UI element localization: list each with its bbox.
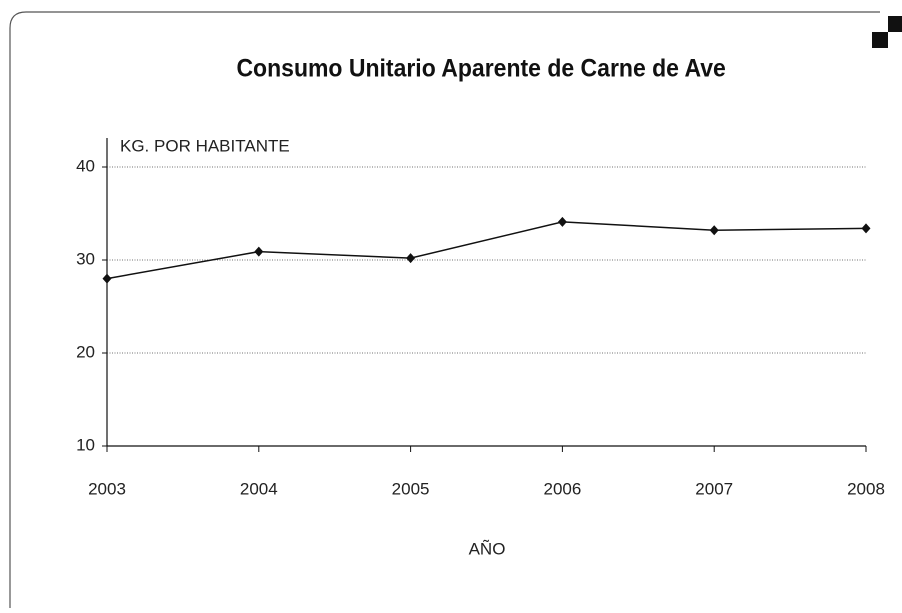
x-tick-label: 2007 — [695, 479, 733, 498]
x-tick-label: 2005 — [392, 479, 430, 498]
x-axis-label: AÑO — [469, 539, 506, 558]
data-point — [406, 253, 416, 264]
y-tick-label: 10 — [76, 435, 95, 454]
data-point — [709, 225, 719, 236]
y-axis-label: KG. POR HABITANTE — [120, 136, 290, 155]
x-tick-label: 2004 — [240, 479, 278, 498]
x-tick-label: 2008 — [847, 479, 885, 498]
frame — [9, 11, 880, 613]
data-line — [106, 221, 867, 280]
y-tick-label: 30 — [76, 249, 95, 268]
decoration — [872, 32, 888, 48]
data-point — [254, 246, 264, 257]
x-tick-label: 2003 — [88, 479, 126, 498]
data-point — [557, 216, 567, 227]
y-tick-label: 20 — [76, 342, 95, 361]
decoration — [888, 16, 902, 32]
chart-title: Consumo Unitario Aparente de Carne de Av… — [236, 55, 725, 83]
data-point — [861, 223, 871, 234]
x-tick-label: 2006 — [543, 479, 581, 498]
y-tick-label: 40 — [76, 156, 95, 175]
data-point — [102, 273, 112, 284]
